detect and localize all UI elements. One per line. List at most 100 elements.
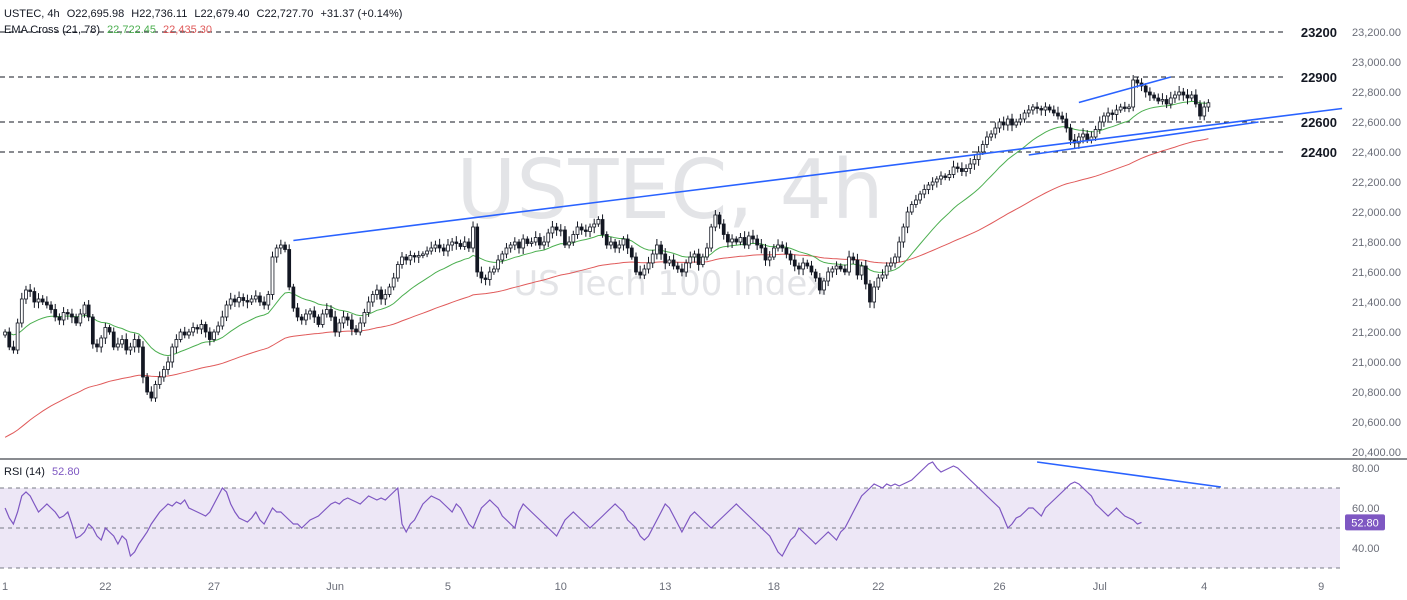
candle-body [245, 300, 250, 303]
candle-body [951, 166, 956, 175]
candle-body [408, 255, 413, 261]
candle-body [1177, 91, 1182, 96]
candle-body [295, 307, 300, 318]
candle-body [968, 163, 973, 169]
candle-body [805, 262, 810, 267]
candle-body [216, 325, 221, 333]
candle-body [558, 229, 563, 232]
level-label-23200: 23200 [1301, 25, 1337, 40]
candle-body [15, 322, 20, 351]
candle-body [629, 247, 634, 258]
candle-body [1164, 99, 1169, 105]
ema-slow-path [4, 138, 1209, 438]
candle-body [847, 256, 851, 273]
price-tick-label: 22,000.00 [1352, 207, 1401, 219]
candle-body [721, 223, 726, 235]
price-axis[interactable]: 20,400.00 20,600.00 20,800.00 21,000.00 21,2… [1352, 27, 1401, 459]
candle-body [90, 316, 95, 345]
candle-body [324, 309, 329, 315]
candle-body [1018, 118, 1023, 123]
candle-body [817, 277, 822, 291]
candle-body [575, 226, 580, 235]
candle-body [1022, 112, 1027, 120]
candle-body [24, 289, 28, 300]
candle-body [333, 316, 338, 333]
candle-body [437, 244, 442, 249]
price-tick-label: 21,200.00 [1352, 327, 1401, 339]
candle-body [1005, 118, 1010, 126]
rsi-line [4, 461, 1142, 558]
candle-body [124, 339, 129, 351]
candle-body [700, 256, 705, 265]
candle-body [751, 235, 755, 240]
candle-body [95, 343, 99, 348]
candle-body [985, 136, 989, 145]
price-tick-label: 20,800.00 [1352, 387, 1401, 399]
candle-body [600, 219, 605, 235]
candle-body [692, 253, 697, 258]
price-tick-label: 21,400.00 [1352, 297, 1401, 309]
time-tick-label: 4 [1201, 581, 1207, 593]
rsi-tick-label: 80.00 [1352, 463, 1380, 475]
candle-body [880, 274, 885, 279]
candle-body [826, 271, 831, 282]
candle-body [57, 316, 62, 321]
candle-body [809, 265, 814, 273]
price-tick-label: 21,600.00 [1352, 267, 1401, 279]
candle-body [746, 235, 751, 246]
price-tick-label: 22,400.00 [1352, 147, 1401, 159]
candle-body [730, 238, 734, 243]
candle-body [926, 184, 931, 190]
candle-body [1085, 133, 1090, 141]
trendline-1 [293, 107, 1343, 242]
candle-body [1135, 79, 1140, 84]
candle-body [813, 271, 818, 279]
candle-body [425, 250, 429, 255]
time-tick-label: 26 [993, 581, 1005, 593]
candle-body [1106, 112, 1110, 117]
candle-body [613, 241, 617, 249]
candle-body [149, 391, 154, 399]
candle-body [868, 283, 872, 303]
candle-body [571, 234, 576, 243]
candle-body [554, 226, 559, 231]
candle-body [650, 253, 655, 264]
candle-body [939, 175, 943, 180]
symbol-label[interactable]: USTEC, 4h [4, 8, 60, 20]
candle-body [504, 247, 509, 255]
time-tick-label: 13 [659, 581, 671, 593]
level-label-22900: 22900 [1301, 70, 1337, 85]
candle-body [283, 244, 287, 250]
candle-body [1193, 94, 1198, 105]
candle-body [780, 244, 785, 249]
candle-body [358, 322, 363, 333]
ema-label[interactable]: EMA Cross (21, 78) [4, 24, 100, 36]
price-tick-label: 20,400.00 [1352, 447, 1401, 459]
candle-body [1064, 118, 1069, 129]
candle-body [141, 346, 145, 378]
candle-body [579, 226, 584, 231]
price-tick-label: 23,000.00 [1352, 57, 1401, 69]
candle-body [3, 331, 7, 336]
candle-body [237, 297, 241, 303]
candle-body [713, 214, 718, 228]
candle-body [111, 331, 116, 348]
time-axis[interactable]: 1 22 27 Jun 5 10 13 18 22 26 Jul 4 9 [2, 581, 1324, 593]
candle-body [350, 319, 354, 330]
candle-body [592, 223, 597, 228]
candle-body [1160, 99, 1165, 102]
candle-body [458, 243, 463, 247]
rsi-label[interactable]: RSI (14) [4, 466, 45, 478]
candle-body [475, 226, 480, 273]
candlesticks [3, 75, 1211, 402]
candle-body [972, 159, 977, 165]
candle-body [688, 256, 693, 264]
candle-body [609, 241, 613, 246]
candle-body [1031, 106, 1035, 111]
candle-body [49, 304, 53, 310]
candle-body [909, 204, 914, 213]
candle-body [404, 256, 409, 261]
candle-body [726, 234, 730, 243]
candle-body [634, 256, 638, 273]
